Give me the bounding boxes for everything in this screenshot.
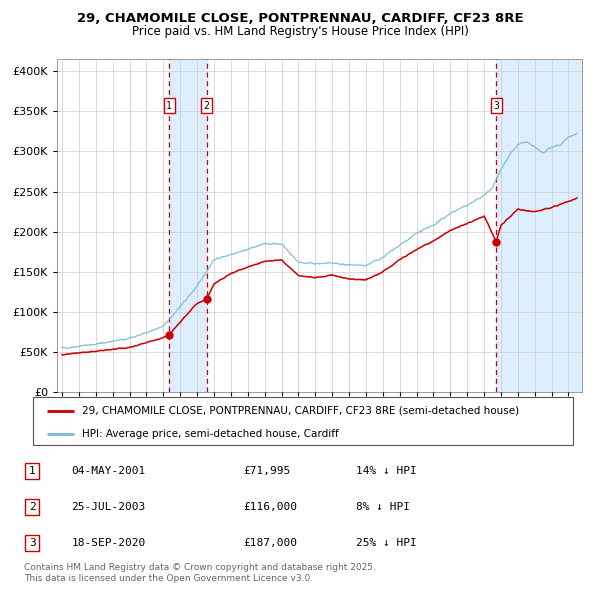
Bar xyxy=(496,59,582,392)
Text: 2: 2 xyxy=(203,100,209,110)
Text: 29, CHAMOMILE CLOSE, PONTPRENNAU, CARDIFF, CF23 8RE (semi-detached house): 29, CHAMOMILE CLOSE, PONTPRENNAU, CARDIF… xyxy=(82,405,519,415)
Text: 2: 2 xyxy=(29,502,35,512)
Text: 8% ↓ HPI: 8% ↓ HPI xyxy=(356,502,410,512)
Text: 3: 3 xyxy=(29,538,35,548)
Text: £187,000: £187,000 xyxy=(244,538,298,548)
Text: 3: 3 xyxy=(493,100,499,110)
Text: 29, CHAMOMILE CLOSE, PONTPRENNAU, CARDIFF, CF23 8RE: 29, CHAMOMILE CLOSE, PONTPRENNAU, CARDIF… xyxy=(77,12,523,25)
Text: 14% ↓ HPI: 14% ↓ HPI xyxy=(356,466,417,476)
Text: 25-JUL-2003: 25-JUL-2003 xyxy=(71,502,146,512)
Text: £71,995: £71,995 xyxy=(244,466,291,476)
Text: HPI: Average price, semi-detached house, Cardiff: HPI: Average price, semi-detached house,… xyxy=(82,429,338,439)
Text: 1: 1 xyxy=(29,466,35,476)
Text: Price paid vs. HM Land Registry's House Price Index (HPI): Price paid vs. HM Land Registry's House … xyxy=(131,25,469,38)
Text: 1: 1 xyxy=(166,100,172,110)
Text: 18-SEP-2020: 18-SEP-2020 xyxy=(71,538,146,548)
Text: £116,000: £116,000 xyxy=(244,502,298,512)
Text: 04-MAY-2001: 04-MAY-2001 xyxy=(71,466,146,476)
Bar xyxy=(169,59,206,392)
Text: 25% ↓ HPI: 25% ↓ HPI xyxy=(356,538,417,548)
FancyBboxPatch shape xyxy=(33,397,573,445)
Text: Contains HM Land Registry data © Crown copyright and database right 2025.
This d: Contains HM Land Registry data © Crown c… xyxy=(24,563,376,583)
